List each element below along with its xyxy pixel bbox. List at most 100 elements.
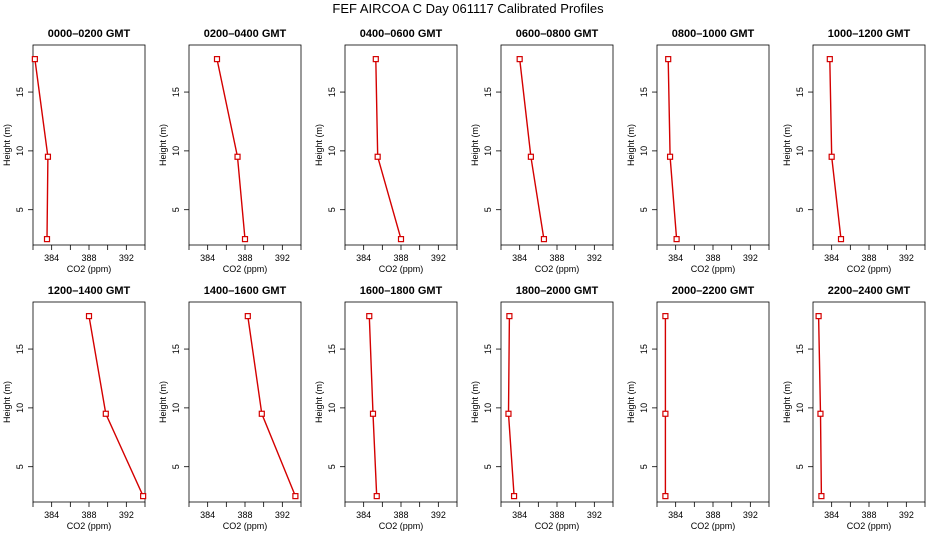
y-axis-label: Height (m) [314, 381, 324, 423]
y-tick-label: 10 [483, 146, 493, 156]
chart-title: 0200–0400 GMT [204, 28, 287, 40]
y-tick-label: 15 [639, 344, 649, 354]
y-tick-label: 10 [483, 403, 493, 413]
x-tick-label: 384 [356, 253, 371, 263]
x-tick-label: 392 [743, 510, 758, 520]
data-point [662, 493, 669, 500]
plot-frame [344, 301, 458, 503]
x-axis-label: CO2 (ppm) [691, 264, 736, 274]
x-tick-label: 392 [119, 510, 134, 520]
chart-title: 2200–2400 GMT [828, 285, 911, 297]
y-tick-label: 15 [15, 344, 25, 354]
data-point [85, 313, 93, 320]
data-point [506, 313, 513, 320]
profile-line [216, 58, 246, 240]
x-tick-label: 388 [237, 253, 252, 263]
x-tick-label: 384 [668, 510, 683, 520]
x-axis-label: CO2 (ppm) [379, 264, 424, 274]
x-tick-label: 384 [44, 510, 59, 520]
chart-panel: 1600–1800 GMT 384 388 392 CO2 (ppm) 5 10 15 Heig… [314, 285, 458, 531]
data-point [826, 56, 833, 63]
profile-line [34, 59, 49, 240]
profile-line [507, 316, 515, 497]
x-tick-label: 392 [275, 510, 290, 520]
y-tick-label: 5 [15, 464, 25, 469]
data-point [828, 153, 835, 160]
x-tick-label: 384 [824, 510, 839, 520]
data-point [510, 493, 518, 500]
y-tick-label: 10 [795, 146, 805, 156]
y-tick-label: 10 [639, 146, 649, 156]
data-point [366, 313, 373, 320]
plot-frame [500, 301, 614, 503]
chart-panel: 0600–0800 GMT 384 388 392 CO2 (ppm) 5 10 15 Heig… [470, 28, 614, 274]
y-axis-label: Height (m) [470, 381, 480, 423]
y-tick-label: 10 [327, 146, 337, 156]
data-point [505, 410, 512, 417]
data-point [673, 236, 680, 243]
x-tick-label: 388 [81, 253, 96, 263]
y-axis-label: Height (m) [782, 381, 792, 423]
chart-title: 0600–0800 GMT [516, 28, 599, 40]
data-point [234, 153, 241, 160]
profile-line [375, 59, 402, 240]
data-point [516, 56, 523, 63]
y-tick-label: 5 [795, 464, 805, 469]
data-point [43, 236, 51, 243]
profile-line [368, 316, 378, 497]
plot-frame [812, 301, 926, 503]
x-axis-label: CO2 (ppm) [535, 521, 580, 531]
data-point [818, 493, 825, 500]
data-point [258, 410, 265, 417]
profile-line [88, 315, 144, 497]
y-tick-label: 5 [483, 207, 493, 212]
chart-title: 1600–1800 GMT [360, 285, 443, 297]
y-tick-label: 10 [171, 403, 181, 413]
data-point [244, 313, 251, 320]
data-point [102, 410, 109, 417]
y-tick-label: 5 [795, 207, 805, 212]
x-tick-label: 392 [275, 253, 290, 263]
plot-frame [656, 301, 770, 503]
y-tick-label: 5 [639, 207, 649, 212]
x-tick-label: 384 [512, 253, 527, 263]
profile-line [667, 59, 678, 240]
x-tick-label: 392 [587, 253, 602, 263]
x-tick-label: 388 [393, 253, 408, 263]
y-tick-label: 15 [327, 87, 337, 97]
profile-line [829, 59, 842, 240]
y-tick-label: 5 [171, 464, 181, 469]
data-point [374, 153, 381, 160]
y-tick-label: 5 [171, 207, 181, 212]
y-axis-label: Height (m) [158, 124, 168, 166]
x-axis-label: CO2 (ppm) [223, 521, 268, 531]
chart-title: 0800–1000 GMT [672, 28, 755, 40]
data-point [837, 236, 845, 243]
y-axis-label: Height (m) [2, 381, 12, 423]
y-tick-label: 10 [327, 403, 337, 413]
x-tick-label: 384 [356, 510, 371, 520]
data-point [31, 56, 38, 63]
chart-panel: 0400–0600 GMT 384 388 392 CO2 (ppm) 5 10 15 Heig… [314, 28, 458, 274]
data-point [662, 313, 669, 320]
data-point [372, 56, 379, 63]
chart-title: 0000–0200 GMT [48, 28, 131, 40]
y-tick-label: 15 [795, 344, 805, 354]
plot-frame [32, 44, 146, 246]
x-axis-label: CO2 (ppm) [847, 521, 892, 531]
y-tick-label: 15 [639, 87, 649, 97]
y-tick-label: 5 [483, 464, 493, 469]
x-axis-label: CO2 (ppm) [67, 521, 112, 531]
chart-panel: 2200–2400 GMT 384 388 392 CO2 (ppm) 5 10 15 Heig… [782, 285, 926, 531]
chart-title: 1000–1200 GMT [828, 28, 911, 40]
data-point [527, 153, 534, 160]
y-tick-label: 10 [15, 403, 25, 413]
profile-line [817, 316, 823, 497]
y-tick-label: 5 [327, 207, 337, 212]
y-tick-label: 15 [795, 87, 805, 97]
x-tick-label: 392 [431, 510, 446, 520]
y-axis-label: Height (m) [626, 124, 636, 166]
x-tick-label: 388 [549, 510, 564, 520]
y-tick-label: 5 [639, 464, 649, 469]
